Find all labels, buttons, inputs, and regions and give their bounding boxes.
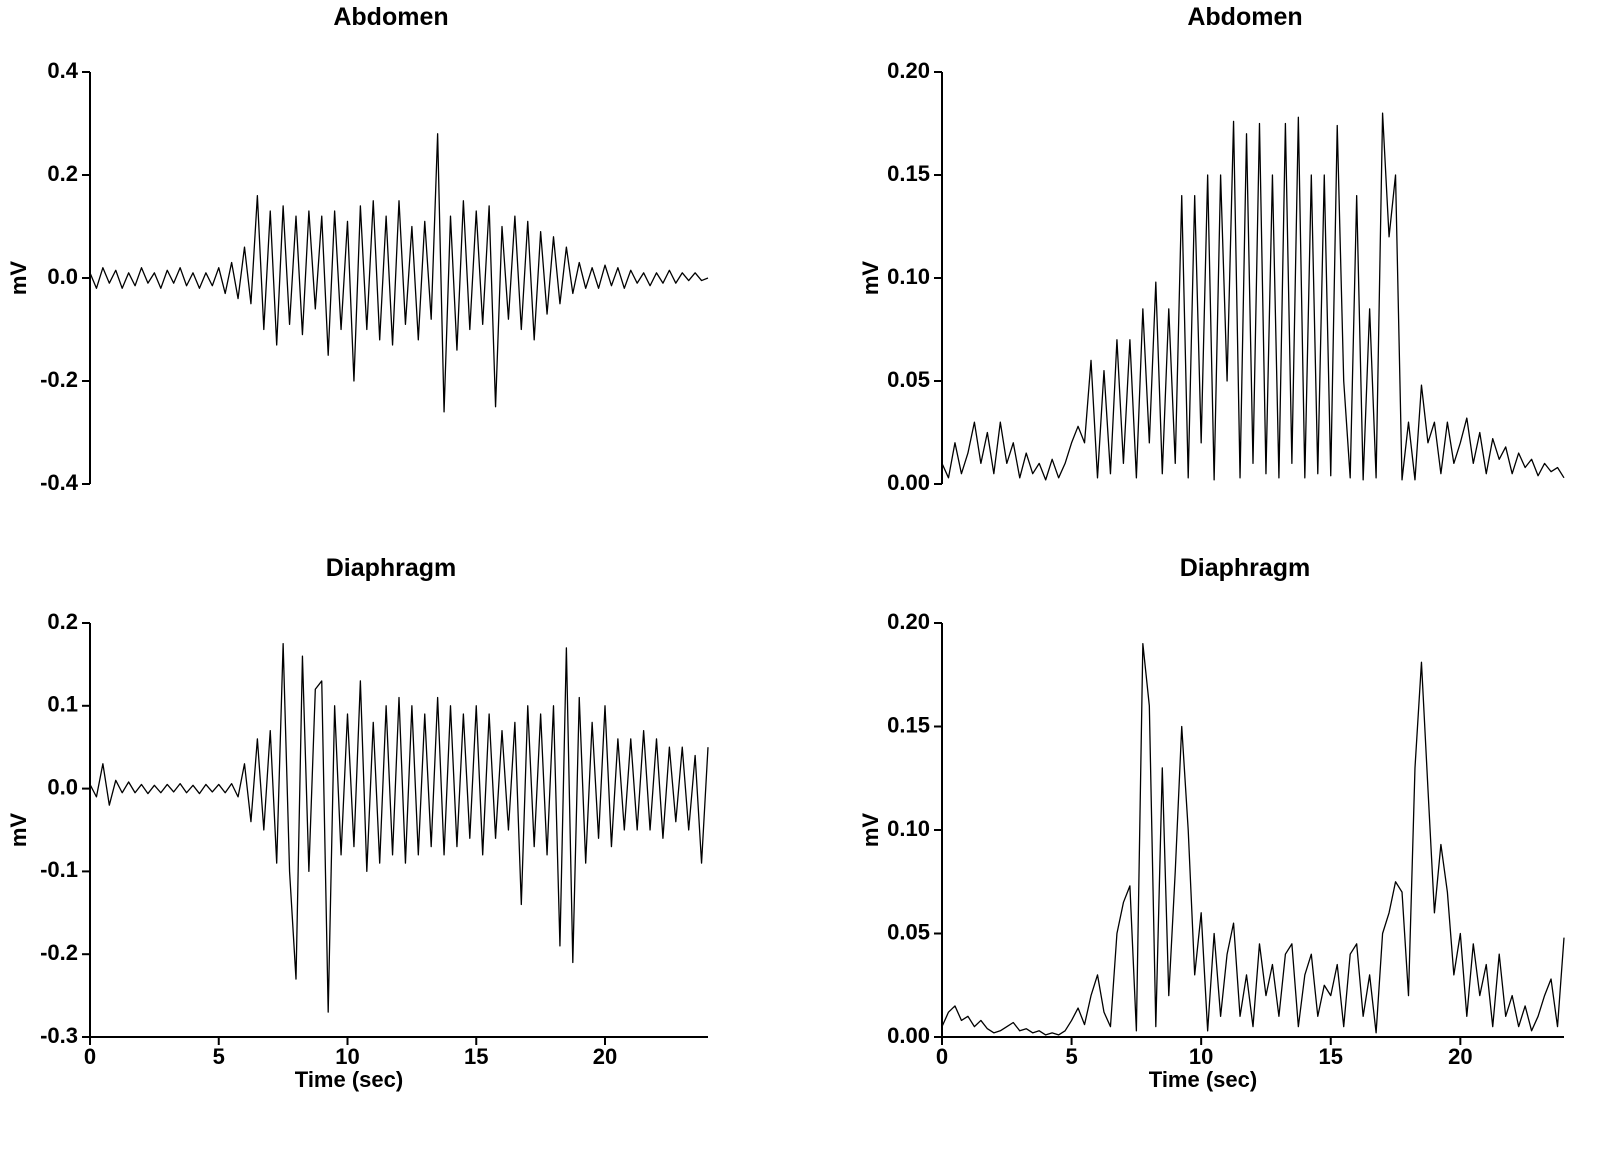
y-tick-label: 0.2 xyxy=(47,161,78,186)
y-tick-label: 0.15 xyxy=(887,712,930,737)
x-axis-label: Time (sec) xyxy=(295,1067,403,1092)
x-tick-label: 15 xyxy=(464,1044,488,1069)
x-axis-label: Time (sec) xyxy=(1149,1067,1257,1092)
y-tick-label: 0.0 xyxy=(47,264,78,289)
x-tick-label: 10 xyxy=(335,1044,359,1069)
signal-line xyxy=(941,643,1565,1036)
panel-title: Abdomen xyxy=(1187,3,1302,31)
signal-line xyxy=(89,643,709,1013)
x-tick-label: 10 xyxy=(1189,1044,1213,1069)
y-axis-label: mV xyxy=(6,261,31,296)
y-tick-label: 0.10 xyxy=(887,264,930,289)
y-tick-label: 0.2 xyxy=(47,609,78,634)
y-axis-label: mV xyxy=(858,261,883,296)
y-tick-label: 0.20 xyxy=(887,609,930,634)
x-tick-label: 20 xyxy=(1448,1044,1472,1069)
y-tick-label: 0.00 xyxy=(887,470,930,495)
x-tick-label: 15 xyxy=(1319,1044,1343,1069)
y-tick-label: 0.1 xyxy=(47,692,78,717)
x-tick-label: 0 xyxy=(84,1044,96,1069)
y-tick-label: 0.00 xyxy=(887,1023,930,1048)
panel-title: Diaphragm xyxy=(1180,554,1311,582)
y-tick-label: 0.4 xyxy=(47,58,78,83)
panel-title: Diaphragm xyxy=(326,554,457,582)
y-tick-label: 0.10 xyxy=(887,816,930,841)
y-tick-label: -0.4 xyxy=(40,470,79,495)
x-tick-label: 0 xyxy=(936,1044,948,1069)
y-tick-label: -0.2 xyxy=(40,367,78,392)
y-tick-label: 0.05 xyxy=(887,919,930,944)
x-tick-label: 20 xyxy=(593,1044,617,1069)
y-tick-label: 0.15 xyxy=(887,161,930,186)
y-tick-label: 0.05 xyxy=(887,367,930,392)
y-tick-label: -0.2 xyxy=(40,940,78,965)
signal-line xyxy=(941,112,1565,481)
y-tick-label: -0.3 xyxy=(40,1023,78,1048)
panel-title: Abdomen xyxy=(333,3,448,31)
y-axis-label: mV xyxy=(858,813,883,848)
y-tick-label: -0.1 xyxy=(40,857,78,882)
x-tick-label: 5 xyxy=(1065,1044,1077,1069)
x-tick-label: 5 xyxy=(213,1044,225,1069)
signal-line xyxy=(89,133,709,413)
y-axis-label: mV xyxy=(6,813,31,848)
y-tick-label: 0.0 xyxy=(47,774,78,799)
y-tick-label: 0.20 xyxy=(887,58,930,83)
